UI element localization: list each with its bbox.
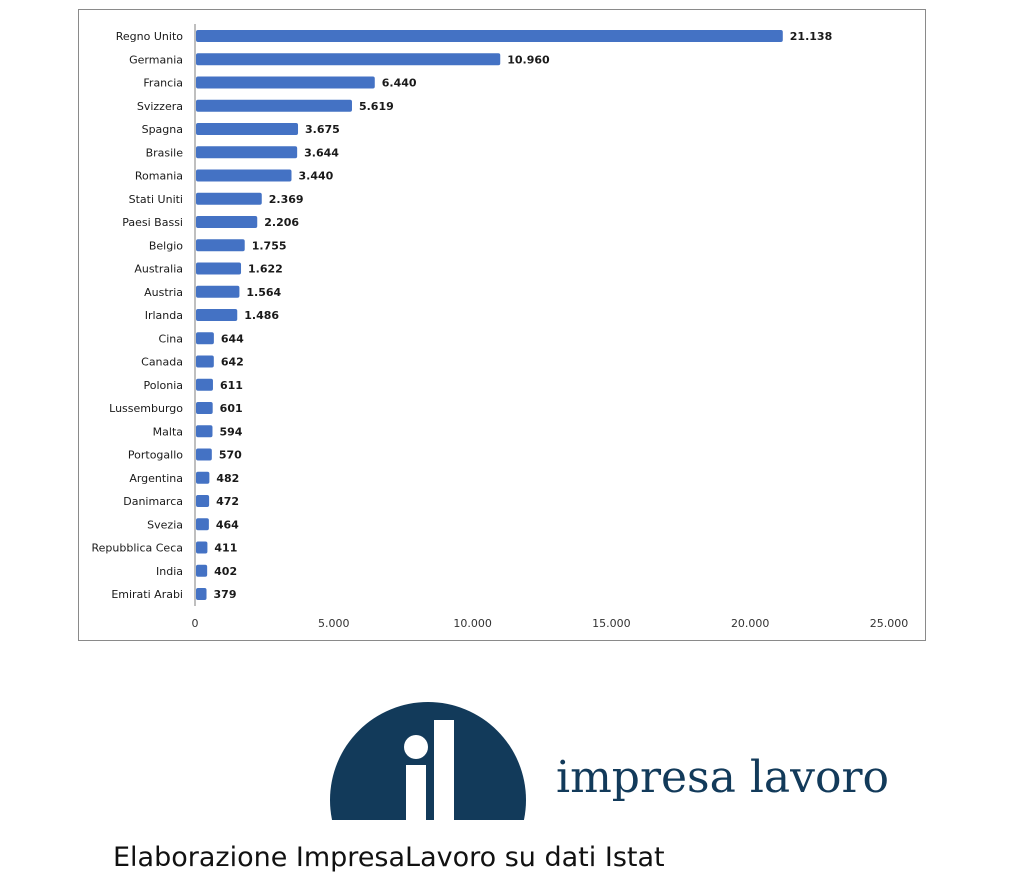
bar <box>196 76 375 89</box>
data-label: 3.440 <box>298 170 333 183</box>
data-label: 1.486 <box>244 309 279 322</box>
bar <box>196 123 299 135</box>
category-label: Portogallo <box>128 449 183 462</box>
data-label: 21.138 <box>790 30 832 43</box>
category-label: Australia <box>134 263 183 276</box>
data-label: 402 <box>214 565 237 578</box>
category-label: Stati Uniti <box>129 193 183 206</box>
bar <box>196 30 783 42</box>
data-label: 2.206 <box>264 216 299 229</box>
bar <box>196 355 214 368</box>
category-label: Irlanda <box>145 309 183 322</box>
category-label: Romania <box>135 170 183 183</box>
bar <box>196 448 212 461</box>
logo <box>330 690 930 820</box>
category-label: Cina <box>159 332 183 345</box>
bar <box>196 216 258 228</box>
category-label: Brasile <box>146 146 184 159</box>
data-label: 1.755 <box>252 239 287 252</box>
bar <box>196 495 210 507</box>
category-label: Canada <box>141 356 183 369</box>
bar <box>196 402 213 414</box>
category-label: Danimarca <box>123 495 183 508</box>
data-label: 611 <box>220 379 243 392</box>
bar <box>196 425 213 438</box>
data-label: 570 <box>219 449 242 462</box>
bar <box>196 99 352 112</box>
data-label: 1.622 <box>248 263 283 276</box>
category-label: Repubblica Ceca <box>92 542 183 555</box>
bar <box>196 192 262 205</box>
data-label: 472 <box>216 495 239 508</box>
source-caption: Elaborazione ImpresaLavoro su dati Istat <box>113 842 665 873</box>
data-label: 601 <box>220 402 243 415</box>
bar <box>196 588 207 600</box>
bar <box>196 564 208 577</box>
data-label: 379 <box>214 588 237 601</box>
category-label: Polonia <box>143 379 183 392</box>
x-tick-label: 25.000 <box>870 617 909 630</box>
category-label: Svezia <box>147 518 183 531</box>
bar <box>196 169 292 182</box>
category-label: Francia <box>143 77 183 90</box>
bar <box>196 378 213 391</box>
category-label: Emirati Arabi <box>111 588 183 601</box>
bar <box>196 239 245 252</box>
category-label: Lussemburgo <box>109 402 183 415</box>
bar-chart: Regno Unito 21.138 Germania 10.960 Francia 6.… <box>92 24 909 630</box>
category-label: Paesi Bassi <box>122 216 183 229</box>
data-label: 10.960 <box>507 53 550 66</box>
x-tick-label: 5.000 <box>318 617 350 630</box>
category-label: Spagna <box>142 123 183 136</box>
category-label: Regno Unito <box>116 30 183 43</box>
chart-frame: Regno Unito 21.138 Germania 10.960 Francia 6.… <box>78 9 926 641</box>
category-label: Germania <box>129 53 183 66</box>
category-label: Argentina <box>129 472 183 485</box>
bar <box>196 541 208 554</box>
bar <box>196 285 240 298</box>
category-label: Svizzera <box>137 100 183 113</box>
data-label: 2.369 <box>269 193 304 206</box>
data-label: 464 <box>216 518 239 531</box>
bar <box>196 471 210 484</box>
data-label: 642 <box>221 356 244 369</box>
data-label: 3.675 <box>305 123 340 136</box>
bar <box>196 262 242 275</box>
data-label: 5.619 <box>359 100 394 113</box>
x-tick-label: 0 <box>192 617 199 630</box>
bar <box>196 146 298 159</box>
logo-mark <box>330 702 526 820</box>
data-label: 6.440 <box>382 77 417 90</box>
data-label: 1.564 <box>246 286 281 299</box>
category-label: Belgio <box>149 239 183 252</box>
data-label: 3.644 <box>304 146 339 159</box>
data-label: 482 <box>216 472 239 485</box>
x-tick-label: 10.000 <box>453 617 492 630</box>
data-label: 644 <box>221 332 244 345</box>
logo-wordmark: impresa lavoro <box>556 752 890 803</box>
bar <box>196 518 209 531</box>
bar <box>196 309 238 321</box>
x-tick-label: 15.000 <box>592 617 631 630</box>
data-label: 411 <box>214 542 237 555</box>
bar <box>196 53 501 66</box>
x-tick-label: 20.000 <box>731 617 770 630</box>
category-label: Malta <box>153 425 183 438</box>
data-label: 594 <box>219 425 242 438</box>
category-label: Austria <box>144 286 183 299</box>
category-label: India <box>156 565 183 578</box>
bar <box>196 332 214 345</box>
